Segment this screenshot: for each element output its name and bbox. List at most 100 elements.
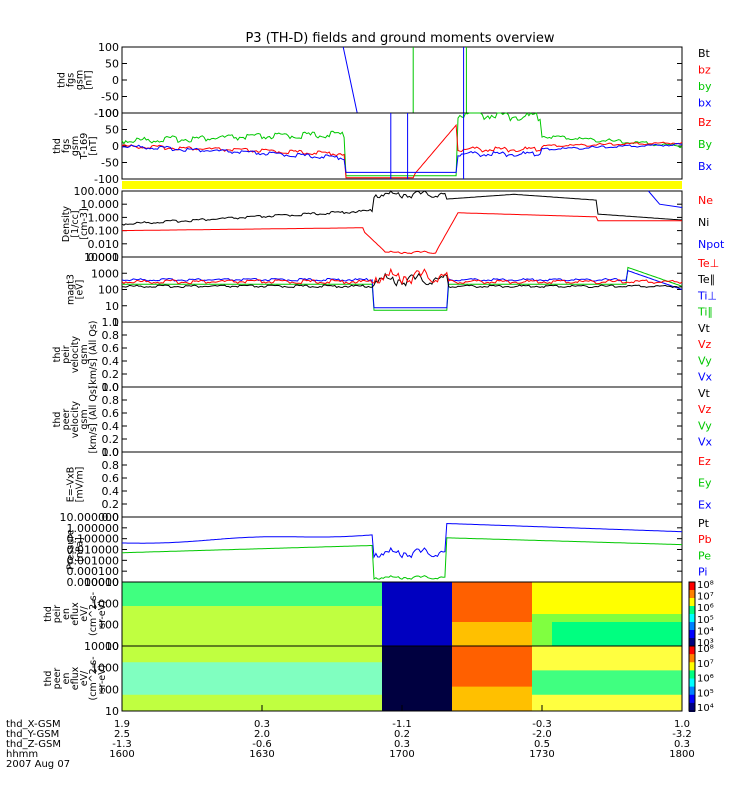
y-tick-label: -50: [101, 157, 119, 170]
spectro-cell: [512, 654, 523, 663]
spectro-cell: [652, 614, 663, 623]
spectro-cell: [572, 686, 583, 696]
spectro-cell: [392, 614, 403, 623]
spectro-cell: [592, 662, 603, 671]
spectro-cell: [162, 694, 173, 704]
spectro-cell: [512, 590, 523, 599]
spectro-cell: [662, 686, 673, 696]
spectro-cell: [652, 598, 663, 607]
colorbar-swatch: [689, 630, 695, 639]
spectro-cell: [152, 622, 163, 631]
y-tick-label: 0.8: [102, 329, 120, 342]
spectro-cell: [442, 598, 453, 607]
spectro-cell: [392, 702, 403, 712]
spectro-cell: [312, 582, 323, 591]
spectro-cell: [442, 590, 453, 599]
spectro-cell: [152, 590, 163, 599]
spectro-cell: [342, 662, 353, 671]
spectro-cell: [442, 622, 453, 631]
spectro-cell: [582, 670, 593, 679]
spectro-cell: [372, 646, 383, 655]
spectro-cell: [562, 590, 573, 599]
spectro-cell: [432, 598, 443, 607]
spectro-cell: [672, 638, 683, 647]
spectro-cell: [282, 670, 293, 679]
spectro-cell: [202, 614, 213, 623]
spectro-cell: [382, 702, 393, 712]
panel-frame: [121, 321, 683, 388]
spectro-cell: [592, 606, 603, 615]
spectro-cell: [142, 678, 153, 688]
spectro-cell: [382, 646, 393, 655]
spectro-cell: [462, 646, 473, 655]
spectro-cell: [442, 686, 453, 696]
spectro-cell: [552, 654, 563, 663]
spectro-cell: [312, 702, 323, 712]
spectro-cell: [532, 654, 543, 663]
spectro-cell: [372, 614, 383, 623]
spectro-cell: [262, 646, 273, 655]
spectro-cell: [512, 662, 523, 671]
spectro-cell: [582, 662, 593, 671]
y-axis-label: gsm: [79, 409, 90, 429]
spectro-cell: [422, 590, 433, 599]
spectro-cell: [182, 614, 193, 623]
y-axis-label: thd: [52, 347, 63, 363]
spectro-cell: [272, 662, 283, 671]
spectro-cell: [482, 702, 493, 712]
spectro-cell: [552, 622, 563, 631]
spectro-cell: [222, 582, 233, 591]
spectro-cell: [192, 614, 203, 623]
spectro-cell: [162, 638, 173, 647]
spectro-cell: [362, 670, 373, 679]
spectro-cell: [202, 694, 213, 704]
x-row-value: 1730: [529, 749, 554, 760]
y-tick-label: 0.4: [102, 420, 120, 433]
spectro-cell: [572, 614, 583, 623]
spectro-cell: [242, 590, 253, 599]
spectro-cell: [472, 606, 483, 615]
y-tick-label: 0.8: [102, 394, 120, 407]
spectro-cell: [332, 670, 343, 679]
spectro-cell: [292, 702, 303, 712]
spectro-cell: [522, 646, 533, 655]
spectro-cell: [652, 702, 663, 712]
spectro-cell: [302, 662, 313, 671]
spectro-cell: [532, 646, 543, 655]
spectro-cell: [622, 678, 633, 688]
spectro-cell: [202, 678, 213, 688]
spectro-cell: [192, 678, 203, 688]
spectro-cell: [272, 686, 283, 696]
spectro-cell: [172, 606, 183, 615]
spectro-cell: [442, 654, 453, 663]
colorbar-label: 10⁶: [697, 603, 714, 614]
spectro-cell: [422, 702, 433, 712]
spectro-cell: [142, 598, 153, 607]
spectro-cell: [182, 686, 193, 696]
spectro-cell: [602, 598, 613, 607]
spectro-cell: [502, 606, 513, 615]
spectro-cell: [612, 582, 623, 591]
spectro-cell: [432, 606, 443, 615]
spectro-cell: [142, 670, 153, 679]
spectro-cell: [402, 702, 413, 712]
spectro-cell: [202, 654, 213, 663]
spectro-cell: [482, 606, 493, 615]
spectro-cell: [222, 590, 233, 599]
spectro-cell: [672, 702, 683, 712]
spectro-cell: [232, 694, 243, 704]
spectro-cell: [522, 662, 533, 671]
spectro-cell: [312, 646, 323, 655]
y-axis-label: [nT]: [84, 70, 95, 89]
spectro-cell: [432, 646, 443, 655]
spectro-cell: [642, 606, 653, 615]
spectro-cell: [272, 694, 283, 704]
panel-frame: [121, 386, 683, 453]
panel-density: 100.00010.0001.0000.1000.0100.001 Density…: [61, 185, 725, 264]
spectro-cell: [482, 670, 493, 679]
y-axis-label: [nT]: [88, 136, 99, 155]
spectro-cell: [242, 670, 253, 679]
spectro-cell: [642, 630, 653, 639]
spectro-cell: [242, 694, 253, 704]
spectro-cell: [192, 638, 203, 647]
